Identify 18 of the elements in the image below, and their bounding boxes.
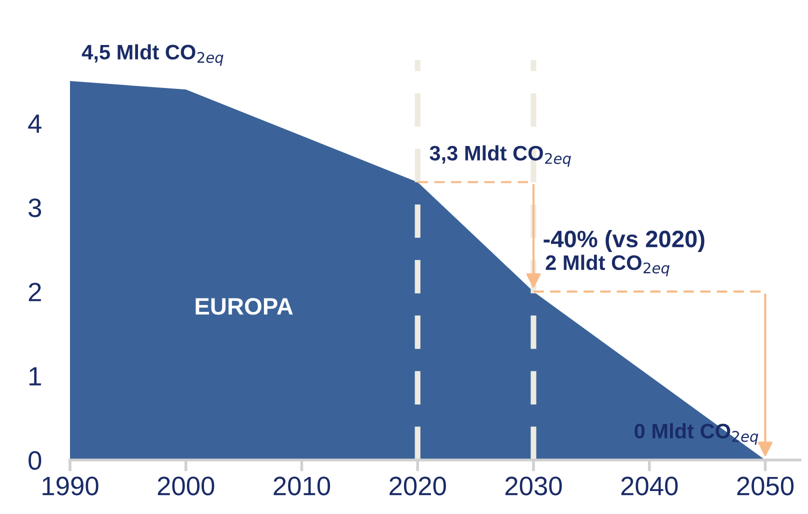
data-label: 3,3 Mldt CO$_{2eq}$ xyxy=(430,145,571,167)
x-tick-label: 2040 xyxy=(621,476,678,496)
y-tick-label: 0 xyxy=(28,451,42,470)
x-tick-label: 2000 xyxy=(158,476,214,496)
data-label: 0 Mldt CO$_{2eq}$ xyxy=(634,423,758,445)
data-label: 2 Mldt CO$_{2eq}$ xyxy=(546,254,670,276)
x-tick-label: 2030 xyxy=(505,476,562,496)
series-label: EUROPA xyxy=(196,298,293,315)
x-tick-label: 2020 xyxy=(390,476,446,496)
x-tick-label: 2010 xyxy=(274,476,330,496)
y-tick-label: 1 xyxy=(30,367,41,386)
y-tick-label: 3 xyxy=(28,198,42,218)
x-tick-label: 2050 xyxy=(737,476,794,496)
y-tick-label: 4 xyxy=(28,114,42,133)
y-tick-label: 2 xyxy=(28,282,41,302)
annotation: -40% (vs 2020) xyxy=(544,230,704,252)
data-label: 4,5 Mldt CO$_{2eq}$ xyxy=(82,44,224,66)
x-tick-label: 1990 xyxy=(42,476,98,496)
